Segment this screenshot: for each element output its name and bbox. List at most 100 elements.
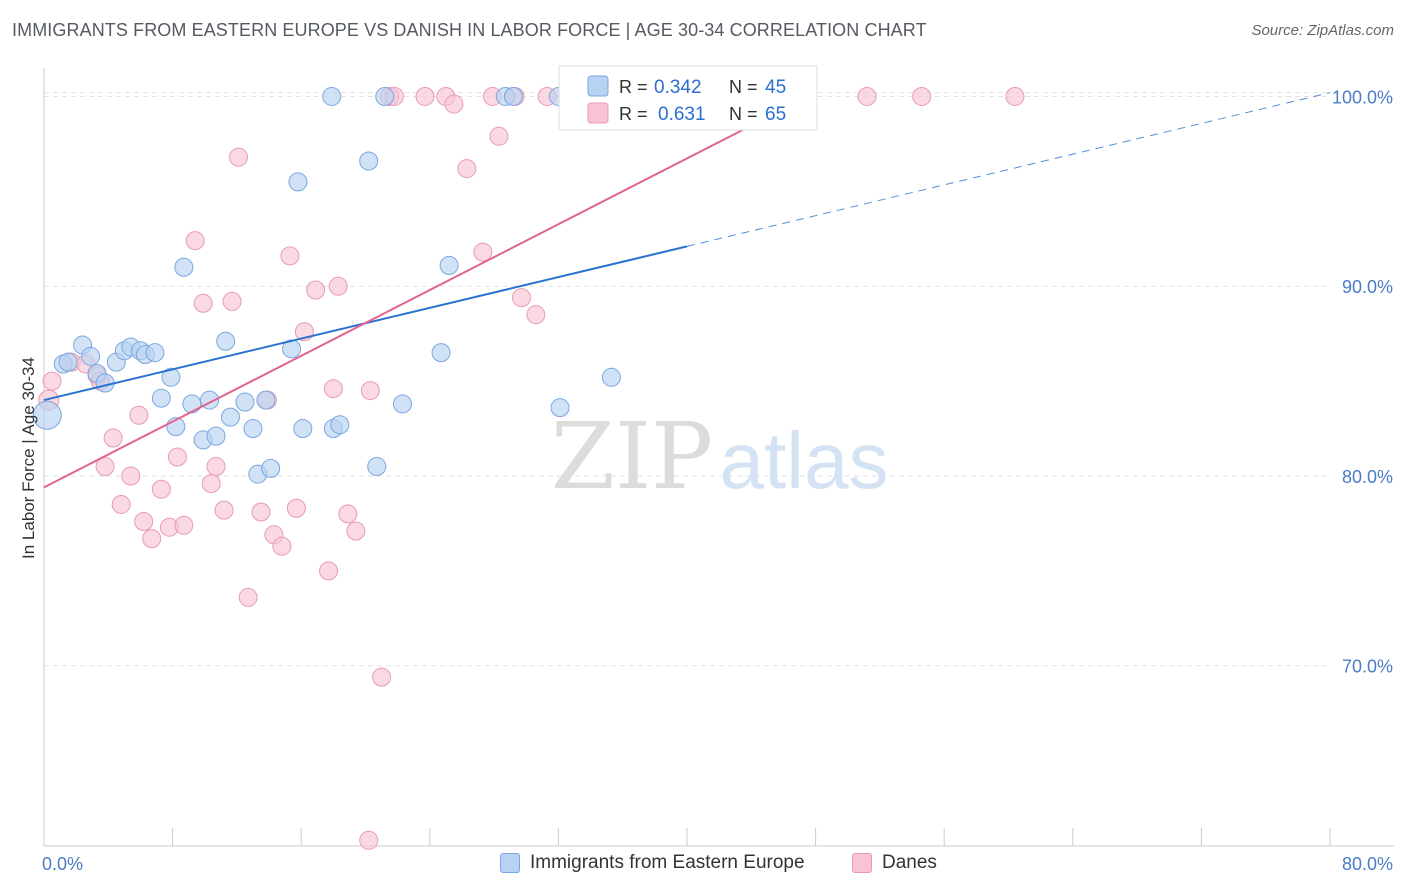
danes-point-13 [151,479,171,499]
danes-point-34 [323,379,343,399]
danes-point-11 [134,512,154,532]
immigrants-point-36 [375,86,395,106]
danes-point-7 [103,428,123,448]
immigrants-point-35 [359,151,379,171]
gridlines [44,92,1330,667]
danes-point-49 [489,126,509,146]
danes-point-19 [201,474,221,494]
danes-point-25 [251,502,271,522]
danes-points [38,86,1025,850]
danes-point-52 [526,305,546,325]
legend-blue-swatch [587,75,609,97]
watermark: ZIP atlas [551,403,889,510]
danes-point-35 [328,276,348,296]
axes [43,68,1394,847]
danes-point-32 [306,280,326,300]
source-credit: Source: ZipAtlas.com [1251,22,1394,39]
danes-point-39 [372,667,392,687]
danes-point-36 [338,504,358,524]
legend-n-label-pink: N = [729,104,758,124]
danes-point-1 [42,371,62,391]
y-tick-label-90: 90.0% [1342,277,1393,297]
immigrants-trend-extension [686,92,1331,247]
immigrants-point-12 [145,343,165,363]
immigrants-point-20 [206,426,226,446]
danes-point-37 [346,521,366,541]
immigrants-point-24 [243,419,263,439]
y-axis-label: In Labor Force | Age 30-34 [19,357,38,559]
immigrants-point-2 [58,352,78,372]
trend-lines [43,91,1331,489]
danes-point-29 [280,246,300,266]
legend-n-value-pink: 65 [765,104,786,125]
y-tick-label-100: 100.0% [1332,87,1393,107]
immigrants-point-29 [288,172,308,192]
legend-r-value-blue: 0.342 [654,77,702,98]
danes-point-46 [457,159,477,179]
legend-n-value-blue: 45 [765,77,786,98]
immigrants-point-14 [161,367,181,387]
x-tick-label-0: 0.0% [42,854,83,874]
danes-point-45 [444,94,464,114]
immigrants-point-39 [439,255,459,275]
danes-point-58 [857,86,877,106]
immigrants-point-30 [293,419,313,439]
danes-point-60 [1005,86,1025,106]
immigrants-point-26 [256,390,276,410]
legend-swatch-danes [852,853,872,873]
danes-point-9 [121,466,141,486]
danes-point-8 [111,494,131,514]
danes-point-23 [229,147,249,167]
immigrants-points [32,86,621,484]
legend-r-value-pink: 0.631 [658,104,706,125]
danes-point-10 [129,405,149,425]
danes-point-16 [174,515,194,535]
immigrants-point-37 [392,394,412,414]
y-tick-label-80: 80.0% [1342,467,1393,487]
danes-point-12 [142,529,162,549]
danes-point-43 [415,86,435,106]
danes-point-21 [214,500,234,520]
danes-point-28 [272,536,292,556]
legend-item-immigrants[interactable]: Immigrants from Eastern Europe [500,852,805,874]
legend-swatch-immigrants [500,853,520,873]
series-legend: Immigrants from Eastern Europe Danes [0,852,1406,878]
danes-point-22 [222,291,242,311]
danes-point-18 [193,293,213,313]
danes-point-33 [319,561,339,581]
immigrants-point-0 [32,400,62,430]
danes-point-38 [360,381,380,401]
immigrants-point-23 [235,392,255,412]
danes-point-15 [167,447,187,467]
y-tick-label-70: 70.0% [1342,657,1393,677]
danes-point-30 [286,498,306,518]
legend-label-immigrants: Immigrants from Eastern Europe [530,852,805,873]
danes-point-59 [912,86,932,106]
legend-n-label-blue: N = [729,77,758,97]
immigrants-point-13 [151,388,171,408]
chart-title: IMMIGRANTS FROM EASTERN EUROPE VS DANISH… [12,20,927,40]
immigrants-point-21 [216,331,236,351]
immigrants-point-31 [322,86,342,106]
danes-point-40 [359,830,379,850]
x-tick-label-80: 80.0% [1342,854,1393,874]
immigrants-point-43 [550,398,570,418]
immigrants-point-27 [261,458,281,478]
danes-point-17 [185,231,205,251]
immigrants-point-22 [220,407,240,427]
legend-item-danes[interactable]: Danes [852,852,937,874]
correlation-legend: R = 0.342 N = 45 R = 0.631 N = 65 [558,65,818,131]
watermark-atlas: atlas [720,416,889,505]
legend-pink-swatch [587,102,609,124]
watermark-zip: ZIP [551,403,713,510]
immigrants-point-34 [367,456,387,476]
danes-point-20 [206,456,226,476]
danes-point-24 [238,587,258,607]
immigrants-point-44 [601,367,621,387]
immigrants-point-17 [182,394,202,414]
danes-trend-line [43,91,817,489]
legend-r-label-pink: R = [619,104,648,124]
danes-point-47 [473,242,493,262]
danes-point-6 [95,456,115,476]
